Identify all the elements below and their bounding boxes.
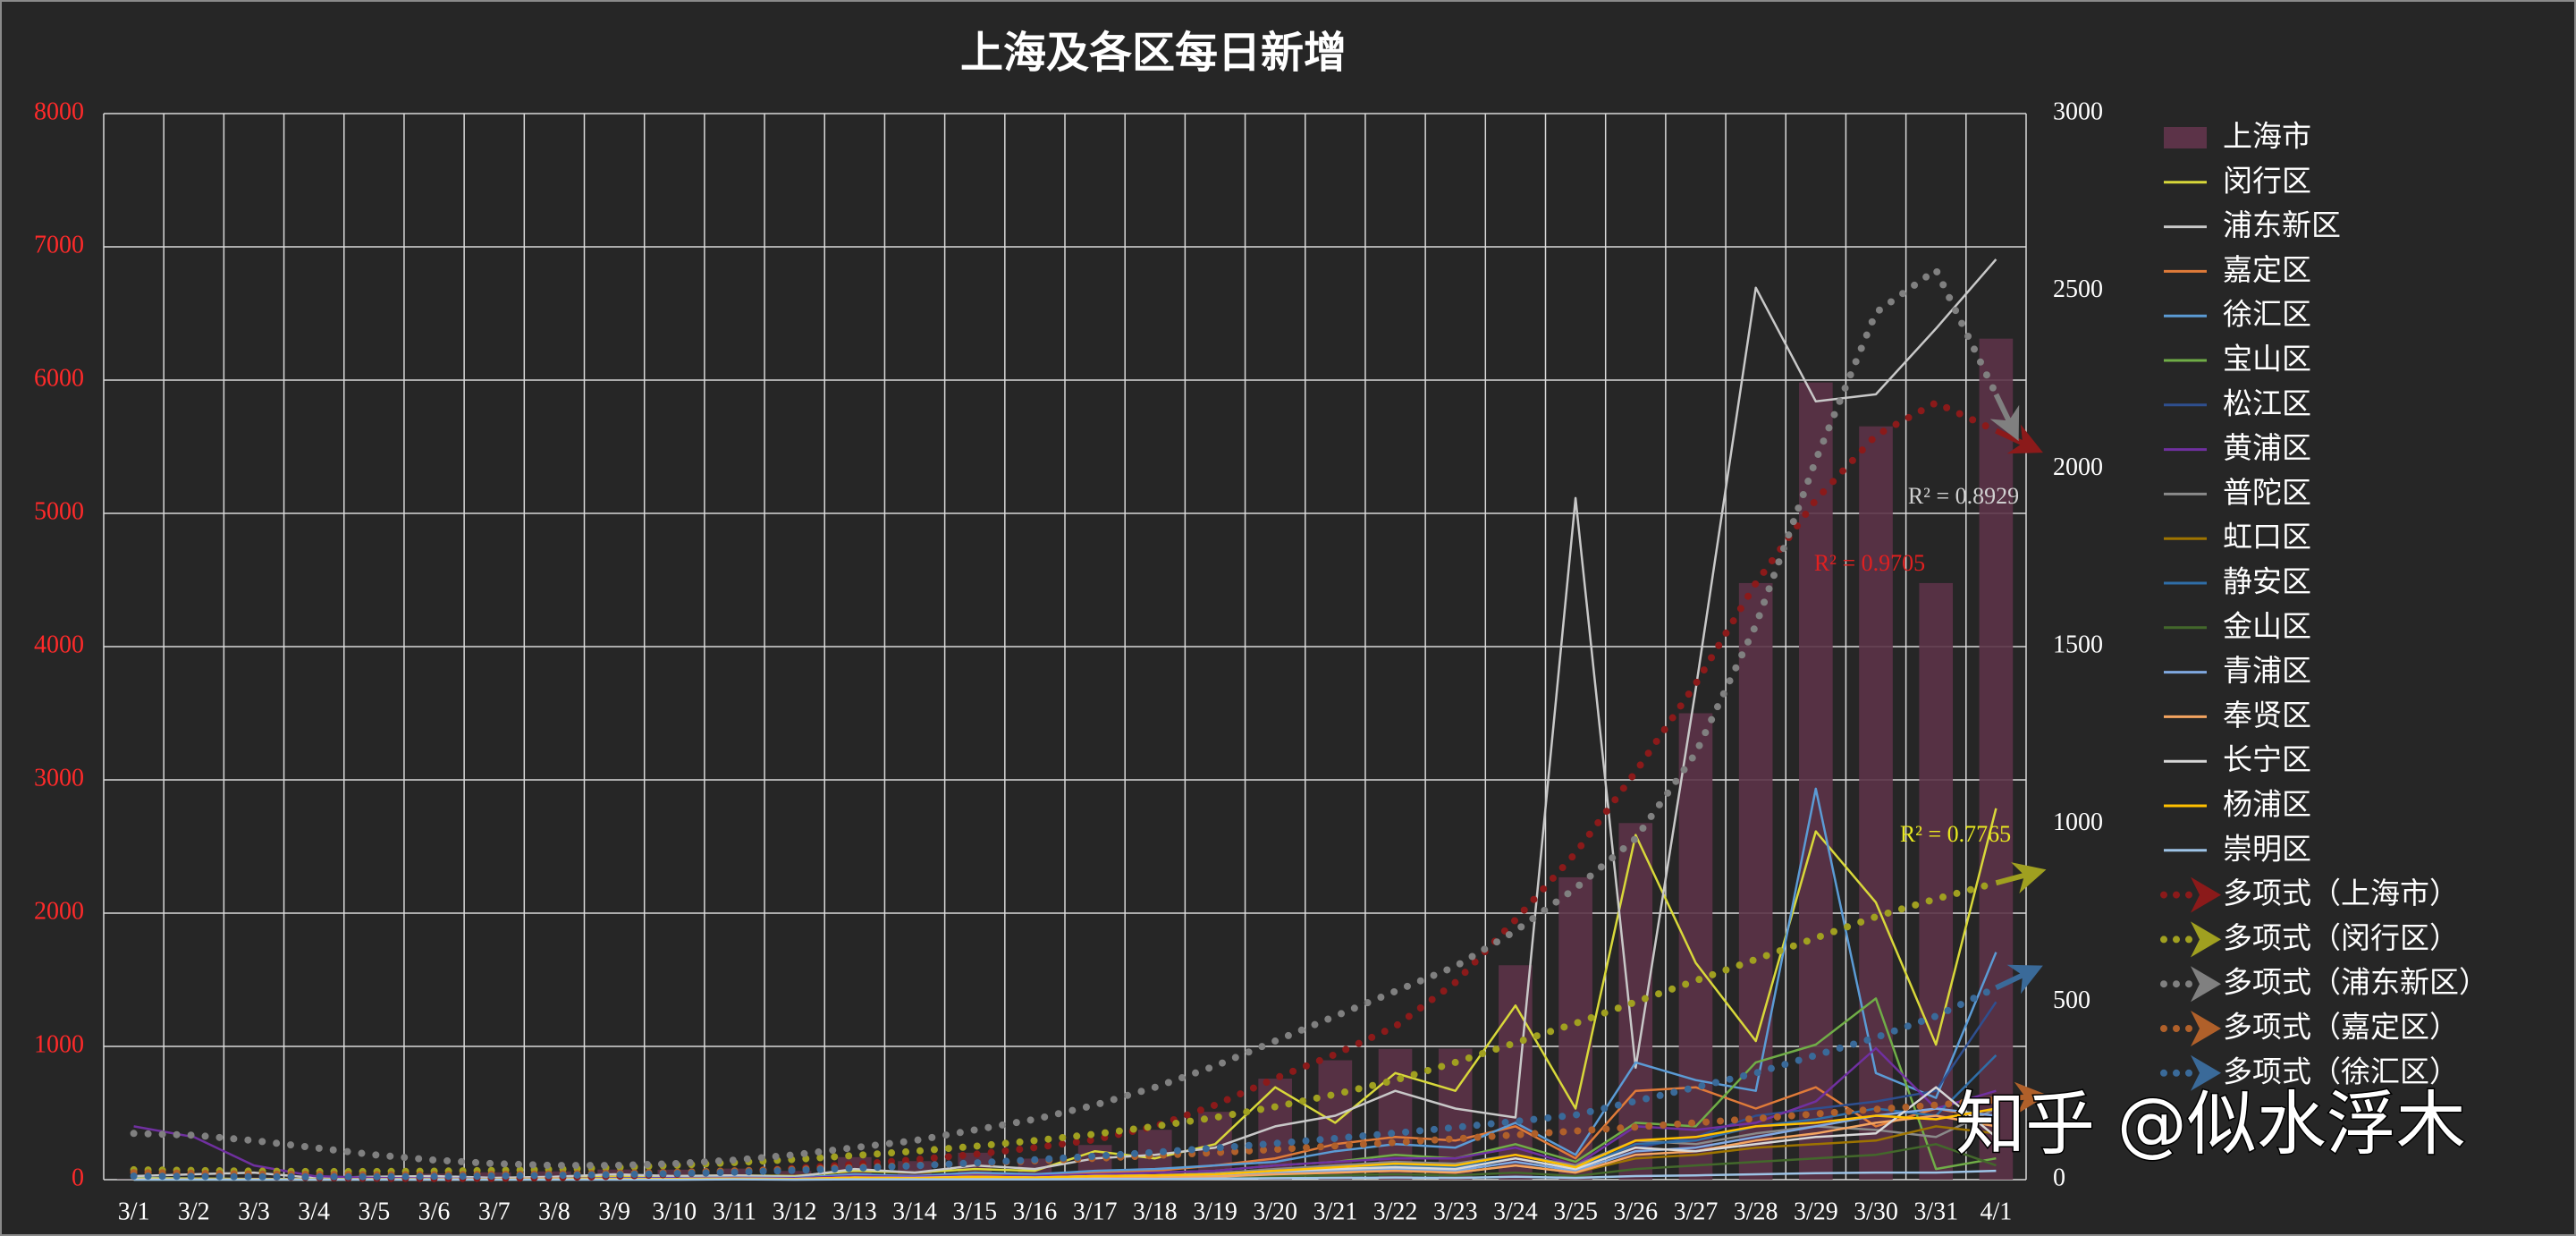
- trend-arrow: [1995, 862, 2047, 893]
- legend-label: 松江区: [2223, 385, 2311, 420]
- y-tick-label: 5000: [34, 497, 84, 525]
- x-tick-label: 3/19: [1193, 1198, 1237, 1225]
- x-tick-label: 3/30: [1854, 1198, 1898, 1225]
- y2-tick-label: 2500: [2053, 275, 2103, 303]
- legend-label: 多项式（浦东新区）: [2223, 965, 2488, 1000]
- x-tick-label: 3/21: [1313, 1198, 1357, 1225]
- y-tick-label: 3000: [34, 764, 84, 792]
- x-tick-label: 3/13: [832, 1198, 877, 1225]
- y-tick-label: 8000: [34, 97, 84, 125]
- trend-line: [130, 984, 2000, 1181]
- x-tick-label: 3/3: [238, 1198, 270, 1225]
- legend-label: 普陀区: [2223, 475, 2311, 510]
- y-tick-label: 2000: [34, 897, 84, 925]
- chart-title: 上海及各区每日新增: [960, 28, 1347, 78]
- bar: [537, 1171, 571, 1180]
- y-tick-label: 0: [72, 1164, 84, 1191]
- x-tick-label: 3/9: [598, 1198, 630, 1225]
- r-squared-label: R² = 0.7765: [1900, 821, 2011, 847]
- y2-tick-label: 3000: [2053, 97, 2103, 125]
- legend-label: 多项式（徐汇区）: [2223, 1054, 2459, 1088]
- x-tick-label: 3/1: [118, 1198, 150, 1225]
- watermark: 知乎 @似水浮木: [1955, 1084, 2466, 1164]
- legend-label: 虹口区: [2223, 520, 2311, 555]
- legend-label: 浦东新区: [2223, 207, 2341, 242]
- legend-arrow: [2191, 876, 2221, 913]
- x-tick-label: 3/31: [1913, 1198, 1958, 1225]
- x-tick-label: 3/22: [1373, 1198, 1418, 1225]
- x-tick-label: 3/15: [952, 1198, 997, 1225]
- legend-label: 多项式（上海市）: [2223, 876, 2459, 910]
- x-tick-label: 3/17: [1073, 1198, 1118, 1225]
- y2-tick-label: 2000: [2053, 453, 2103, 481]
- x-tick-label: 3/29: [1794, 1198, 1838, 1225]
- legend-label: 奉贤区: [2223, 698, 2311, 732]
- legend-label: 杨浦区: [2223, 787, 2311, 822]
- x-tick-label: 3/18: [1133, 1198, 1178, 1225]
- legend-arrow: [2191, 921, 2221, 958]
- y-tick-label: 4000: [34, 631, 84, 658]
- legend-label: 崇明区: [2223, 831, 2311, 866]
- r-squared-label: R² = 0.8929: [1908, 483, 2019, 509]
- legend-label: 静安区: [2223, 564, 2311, 599]
- legend-label: 嘉定区: [2223, 252, 2311, 287]
- x-tick-label: 3/12: [773, 1198, 817, 1225]
- legend-label: 金山区: [2223, 608, 2311, 643]
- x-tick-label: 3/4: [298, 1198, 330, 1225]
- x-tick-label: 3/8: [538, 1198, 570, 1225]
- x-tick-label: 3/20: [1253, 1198, 1297, 1225]
- x-tick-label: 4/1: [1981, 1198, 2013, 1225]
- x-tick-label: 3/2: [178, 1198, 210, 1225]
- x-tick-label: 3/7: [478, 1198, 511, 1225]
- x-tick-label: 3/14: [892, 1198, 937, 1225]
- bar: [1979, 338, 2014, 1180]
- x-tick-label: 3/6: [418, 1198, 451, 1225]
- legend-label: 闵行区: [2223, 163, 2311, 198]
- x-tick-label: 3/26: [1613, 1198, 1658, 1225]
- trend-line: [130, 879, 2000, 1175]
- x-tick-label: 3/27: [1674, 1198, 1719, 1225]
- legend-label: 多项式（闵行区）: [2223, 920, 2459, 955]
- y2-tick-label: 500: [2053, 986, 2090, 1014]
- y2-tick-label: 1000: [2053, 808, 2103, 836]
- x-tick-label: 3/11: [713, 1198, 756, 1225]
- legend-label: 多项式（嘉定区）: [2223, 1010, 2459, 1045]
- legend-label: 宝山区: [2223, 342, 2311, 377]
- trend-line: [130, 399, 2000, 1182]
- legend-arrow: [2191, 1011, 2221, 1046]
- x-tick-label: 3/23: [1433, 1198, 1478, 1225]
- legend-label: 上海市: [2223, 119, 2311, 154]
- bar: [1738, 582, 1773, 1180]
- y2-tick-label: 1500: [2053, 631, 2103, 658]
- y-tick-label: 6000: [34, 364, 84, 392]
- legend-label: 黄浦区: [2223, 430, 2311, 465]
- bar: [1859, 426, 1893, 1180]
- legend-arrow: [2191, 966, 2221, 1003]
- bar: [1919, 582, 1954, 1180]
- trend-arrow: [1989, 393, 2020, 442]
- line: [133, 258, 1997, 1180]
- x-tick-label: 3/16: [1013, 1198, 1058, 1225]
- legend-label: 青浦区: [2223, 653, 2311, 688]
- legend-label: 长宁区: [2223, 742, 2311, 777]
- x-tick-label: 3/28: [1734, 1198, 1778, 1225]
- legend-label: 徐汇区: [2223, 297, 2311, 332]
- legend-swatch: [2164, 127, 2207, 148]
- x-tick-label: 3/5: [358, 1198, 390, 1225]
- y-tick-label: 1000: [34, 1030, 84, 1058]
- x-tick-label: 3/25: [1553, 1198, 1598, 1225]
- y2-tick-label: 0: [2053, 1164, 2065, 1191]
- x-tick-label: 3/24: [1493, 1198, 1538, 1225]
- y-tick-label: 7000: [34, 231, 84, 258]
- trend-arrow: [1995, 964, 2043, 995]
- r-squared-label: R² = 0.9705: [1814, 550, 1925, 576]
- trend-arrow: [1996, 1081, 2048, 1114]
- bar: [1678, 713, 1713, 1180]
- line: [133, 1169, 1997, 1181]
- trend-line: [130, 266, 2000, 1170]
- x-tick-label: 3/10: [652, 1198, 697, 1225]
- legend-arrow: [2191, 1054, 2221, 1091]
